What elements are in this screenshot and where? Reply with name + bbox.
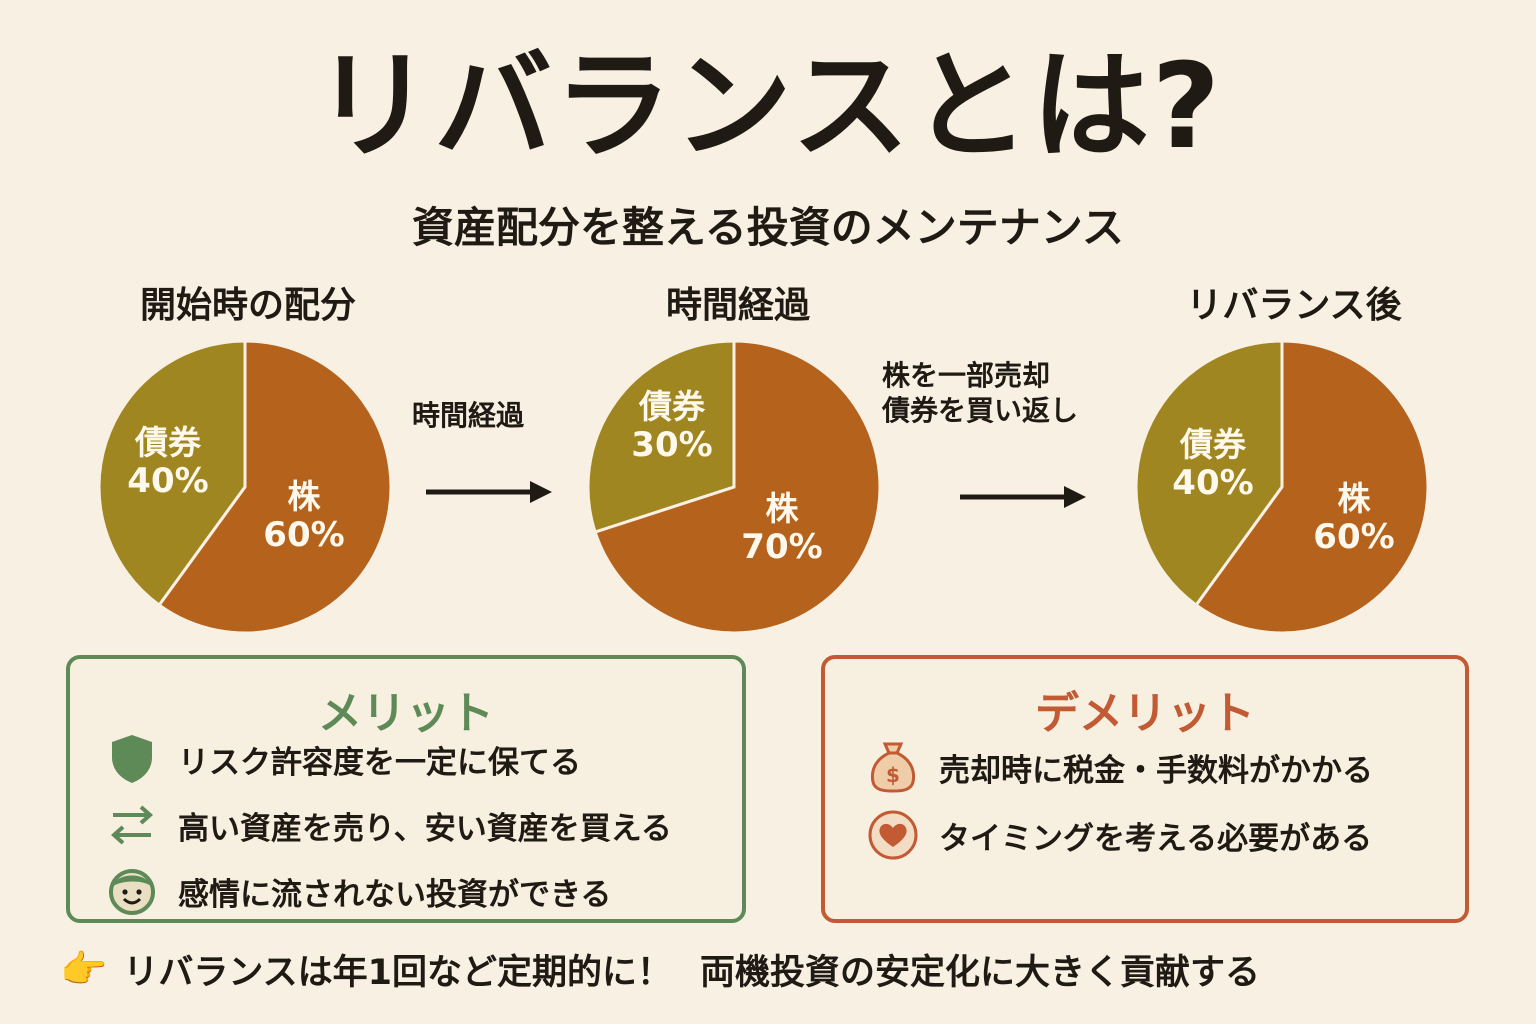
merit-text: 高い資産を売り、安い資産を買える xyxy=(178,810,672,847)
pie-chart-after xyxy=(1134,339,1430,635)
pie-label-bond: 債券 40% xyxy=(1133,426,1293,503)
page-subtitle: 資産配分を整える投資のメンテナンス xyxy=(412,203,1124,252)
merit-title: メリット xyxy=(318,688,494,739)
merit-text: リスク許容度を一定に保てる xyxy=(178,744,581,781)
heart-icon xyxy=(865,807,921,863)
merit-item: 感情に流されない投資ができる xyxy=(104,863,611,919)
caption-line-buy: 債券を買い返し xyxy=(882,394,1079,427)
stage-title-elapsed: 時間経過 xyxy=(665,285,810,326)
stock-label: 株 xyxy=(287,477,321,516)
bond-percent: 40% xyxy=(1172,462,1254,503)
bond-percent: 40% xyxy=(127,460,209,501)
stock-label: 株 xyxy=(765,489,799,528)
pie-label-stock: 株 70% xyxy=(702,490,862,567)
stage-title-after: リバランス後 xyxy=(1186,285,1402,326)
bond-label: 債券 xyxy=(639,387,705,426)
pie-label-bond: 債券 40% xyxy=(88,424,248,501)
pie-chart-start xyxy=(97,339,393,635)
demerit-text: タイミングを考える必要がある xyxy=(939,820,1373,857)
pie-slice-stock xyxy=(157,339,393,635)
pie-slice-stock xyxy=(593,339,882,635)
stock-percent: 60% xyxy=(1313,516,1395,557)
bond-percent: 30% xyxy=(631,424,713,465)
demerit-text: 売却時に税金・手数料がかかる xyxy=(939,752,1373,789)
demerit-box: デメリット $ 売却時に税金・手数料がかかる タイミングを考える必要がある xyxy=(821,655,1469,923)
bond-label: 債券 xyxy=(1180,425,1246,464)
footer-text-part2: 両機投資の安定化に大きく貢献する xyxy=(699,953,1260,993)
footer-note: 👉 リバランスは年1回など定期的に！ 両機投資の安定化に大きく貢献する xyxy=(60,944,1500,995)
pie-label-bond: 債券 30% xyxy=(592,388,752,465)
pointing-hand-icon: 👉 xyxy=(60,947,108,991)
merit-item: リスク許容度を一定に保てる xyxy=(104,731,581,787)
pie-label-stock: 株 60% xyxy=(1274,480,1434,557)
stock-percent: 70% xyxy=(741,526,823,567)
stage-title-start: 開始時の配分 xyxy=(139,285,356,326)
pie-slice-stock xyxy=(1194,339,1430,635)
shield-icon xyxy=(104,731,160,787)
arrow-caption-elapsed: 時間経過 xyxy=(412,399,525,432)
demerit-title: デメリット xyxy=(1035,688,1255,739)
smiley-face-icon xyxy=(104,863,160,919)
merit-text: 感情に流されない投資ができる xyxy=(178,876,612,913)
arrow-caption-rebalance: 株を一部売却 債券を買い返し xyxy=(882,358,1078,428)
demerit-item: $ 売却時に税金・手数料がかかる xyxy=(865,739,1373,795)
pie-slice-bond xyxy=(586,339,736,535)
caption-line-sell: 株を一部売却 xyxy=(882,359,1051,392)
pie-label-stock: 株 60% xyxy=(224,478,384,555)
pie-chart-elapsed xyxy=(586,339,882,635)
money-bag-icon: $ xyxy=(865,739,921,795)
right-arrow-icon xyxy=(426,481,552,503)
pie-slice-bond xyxy=(97,339,247,608)
page-title: リバランスとは? xyxy=(313,37,1223,175)
footer-text-part1: リバランスは年1回など定期的に！ xyxy=(123,953,672,993)
demerit-item: タイミングを考える必要がある xyxy=(865,807,1372,863)
right-arrow-icon xyxy=(960,486,1086,508)
bond-label: 債券 xyxy=(135,423,201,462)
swap-arrows-icon xyxy=(104,797,160,853)
merit-box: メリット リスク許容度を一定に保てる 高い資産を売り、安い資産を買える xyxy=(66,655,746,923)
stock-label: 株 xyxy=(1337,479,1371,518)
svg-text:$: $ xyxy=(886,763,900,787)
pie-slice-bond xyxy=(1134,339,1284,608)
merit-item: 高い資産を売り、安い資産を買える xyxy=(104,797,672,853)
stock-percent: 60% xyxy=(263,514,345,555)
